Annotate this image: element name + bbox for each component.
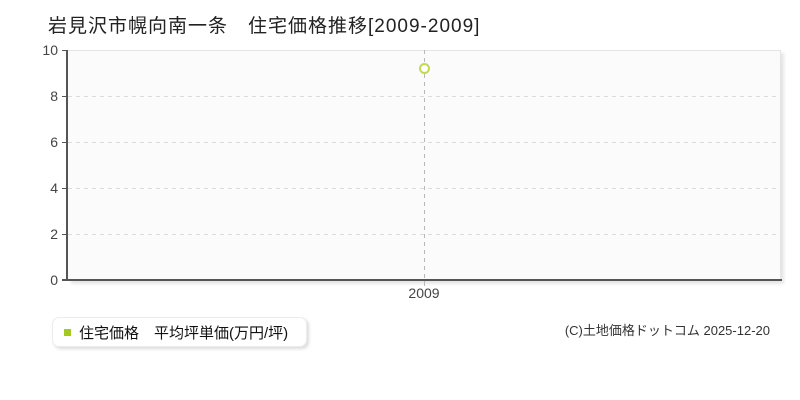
y-axis-tick (62, 141, 68, 143)
copyright-text: (C)土地価格ドットコム 2025-12-20 (564, 323, 770, 338)
y-axis-label: 4 (50, 180, 58, 196)
y-axis-tick (62, 187, 68, 189)
chart-title: 岩見沢市幌向南一条 住宅価格推移[2009-2009] (48, 16, 481, 37)
y-axis-label: 0 (50, 272, 58, 288)
legend-swatch-icon (64, 328, 71, 336)
y-axis-tick (62, 233, 68, 235)
y-axis-label: 8 (50, 88, 58, 104)
x-axis-line (62, 279, 782, 281)
y-axis-label: 2 (50, 226, 58, 242)
x-gridline (423, 50, 425, 280)
plot-area (68, 50, 781, 281)
y-axis-label: 6 (50, 134, 58, 150)
y-axis-tick (62, 95, 68, 97)
x-axis-label: 2009 (408, 285, 440, 301)
x-axis-tick (423, 281, 425, 286)
y-axis-line (66, 50, 68, 281)
y-axis-tick (62, 49, 68, 51)
legend: 住宅価格 平均坪単価(万円/坪) (52, 317, 308, 347)
y-axis-label: 10 (42, 42, 58, 58)
legend-label: 住宅価格 平均坪単価(万円/坪) (79, 324, 289, 342)
y-axis-tick (62, 279, 68, 281)
data-point-marker[interactable] (418, 62, 430, 74)
